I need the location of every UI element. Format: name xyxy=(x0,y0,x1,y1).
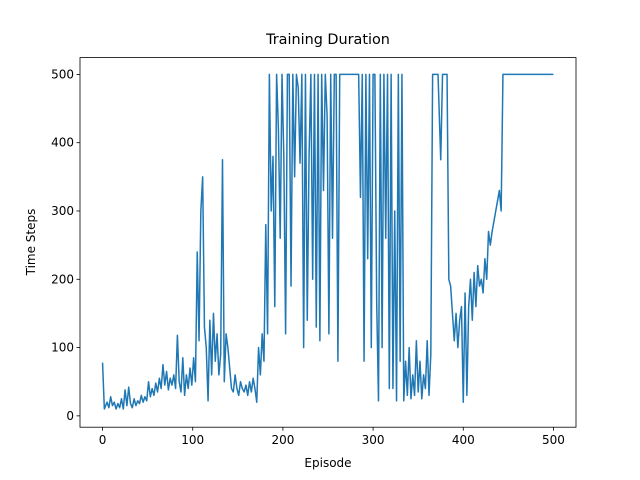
y-tick-label: 300 xyxy=(51,204,74,218)
y-tick-label: 400 xyxy=(51,136,74,150)
chart-title: Training Duration xyxy=(265,32,390,48)
x-tick-label: 200 xyxy=(271,433,294,447)
y-tick-label: 0 xyxy=(66,409,74,423)
plot-frame xyxy=(79,57,577,428)
y-tick-label: 200 xyxy=(51,272,74,286)
x-tick-label: 0 xyxy=(99,433,107,447)
x-tick-label: 300 xyxy=(362,433,385,447)
x-tick-label: 100 xyxy=(181,433,204,447)
y-tick-label: 100 xyxy=(51,341,74,355)
x-tick-label: 500 xyxy=(542,433,565,447)
y-tick-label: 500 xyxy=(51,67,74,81)
x-tick-label: 400 xyxy=(452,433,475,447)
data-line xyxy=(101,73,554,410)
x-axis-label: Episode xyxy=(304,456,351,470)
y-axis-label: Time Steps xyxy=(24,209,38,277)
